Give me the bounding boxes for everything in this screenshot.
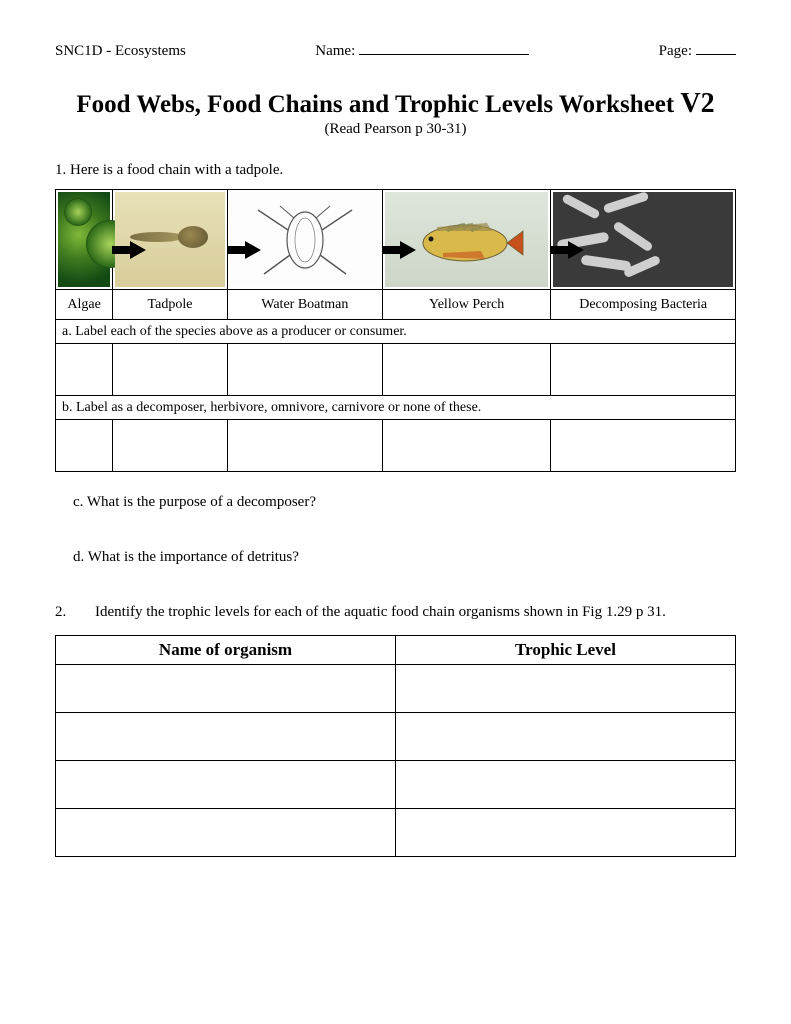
q1d-prompt: d. What is the importance of detritus? [55, 549, 736, 566]
page-blank[interactable] [696, 40, 736, 55]
trophic-level-table: Name of organism Trophic Level [55, 635, 736, 857]
name-blank[interactable] [359, 40, 529, 55]
q2-prompt: Identify the trophic levels for each of … [95, 604, 666, 621]
answer-cell[interactable] [56, 344, 113, 396]
answer-cell[interactable] [396, 713, 736, 761]
trophic-header-level: Trophic Level [396, 636, 736, 665]
q1c-prompt: c. What is the purpose of a decomposer? [55, 494, 736, 511]
answer-cell[interactable] [227, 420, 382, 472]
trophic-header-row: Name of organism Trophic Level [56, 636, 736, 665]
answer-cell[interactable] [382, 344, 551, 396]
page-label: Page: [659, 43, 692, 60]
table-row [56, 761, 736, 809]
page-field: Page: [659, 40, 736, 60]
page-header: SNC1D - Ecosystems Name: Page: [55, 40, 736, 60]
answer-cell[interactable] [56, 665, 396, 713]
table-row [56, 809, 736, 857]
answer-cell[interactable] [56, 713, 396, 761]
part-a-answer-row [56, 344, 736, 396]
q1-prompt: 1. Here is a food chain with a tadpole. [55, 162, 736, 179]
q2-number: 2. [55, 604, 95, 621]
answer-cell[interactable] [56, 809, 396, 857]
name-label: Name: [315, 43, 355, 60]
organism-label: Decomposing Bacteria [551, 290, 736, 320]
answer-cell[interactable] [396, 665, 736, 713]
answer-cell[interactable] [227, 344, 382, 396]
organism-label: Water Boatman [227, 290, 382, 320]
part-a-instruction: a. Label each of the species above as a … [56, 320, 736, 344]
algae-image [58, 192, 110, 287]
worksheet-title: Food Webs, Food Chains and Trophic Level… [55, 88, 736, 120]
answer-cell[interactable] [396, 761, 736, 809]
organism-label: Algae [56, 290, 113, 320]
answer-cell[interactable] [113, 420, 228, 472]
part-b-answer-row [56, 420, 736, 472]
organism-label-row: Algae Tadpole Water Boatman Yellow Perch… [56, 290, 736, 320]
trophic-header-organism: Name of organism [56, 636, 396, 665]
answer-cell[interactable] [113, 344, 228, 396]
organism-label: Yellow Perch [382, 290, 551, 320]
organism-image-row [56, 190, 736, 290]
food-chain-table: Algae Tadpole Water Boatman Yellow Perch… [55, 189, 736, 472]
worksheet-subtitle: (Read Pearson p 30-31) [55, 121, 736, 138]
algae-cell [56, 190, 113, 290]
part-b-instruction: b. Label as a decomposer, herbivore, omn… [56, 396, 736, 420]
table-row [56, 713, 736, 761]
answer-cell[interactable] [56, 761, 396, 809]
course-code: SNC1D - Ecosystems [55, 43, 186, 60]
answer-cell[interactable] [551, 420, 736, 472]
answer-cell[interactable] [396, 809, 736, 857]
q2-prompt-line: 2. Identify the trophic levels for each … [55, 604, 736, 621]
title-main: Food Webs, Food Chains and Trophic Level… [76, 91, 680, 118]
answer-cell[interactable] [382, 420, 551, 472]
organism-label: Tadpole [113, 290, 228, 320]
answer-cell[interactable] [551, 344, 736, 396]
name-field: Name: [315, 40, 529, 60]
part-a-row: a. Label each of the species above as a … [56, 320, 736, 344]
answer-cell[interactable] [56, 420, 113, 472]
title-version: V2 [680, 88, 714, 119]
part-b-row: b. Label as a decomposer, herbivore, omn… [56, 396, 736, 420]
table-row [56, 665, 736, 713]
